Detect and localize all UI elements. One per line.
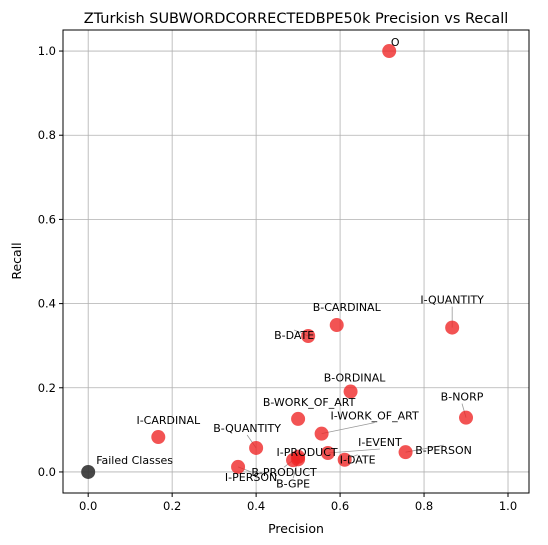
point-label: I-CARDINAL xyxy=(136,414,201,427)
point-label: I-WORK_OF_ART xyxy=(330,410,419,423)
x-tick-label: 0.8 xyxy=(415,499,433,513)
point-b-work-of-art xyxy=(291,411,306,426)
y-tick-label: 0.0 xyxy=(38,465,56,479)
point-b-norp xyxy=(459,410,474,425)
failed-classes-label: Failed Classes xyxy=(96,454,173,467)
y-axis-label: Recall xyxy=(9,242,24,279)
point-label: B-ORDINAL xyxy=(324,372,387,385)
y-tick-label: 1.0 xyxy=(38,44,56,58)
y-tick-label: 0.6 xyxy=(38,212,56,226)
x-tick-label: 0.0 xyxy=(79,499,97,513)
point-label: B-CARDINAL xyxy=(313,301,382,314)
point-b-ordinal xyxy=(343,384,358,399)
point-label: I-PERSON xyxy=(225,471,277,484)
point-o xyxy=(382,44,397,59)
point-b-gpe xyxy=(291,452,306,467)
point-b-quantity xyxy=(249,440,264,455)
label-layer: O B-CARDINAL I-QUANTITY B-DATE B-ORDINAL B-NO… xyxy=(96,36,484,490)
grid-layer xyxy=(63,30,529,493)
point-i-quantity xyxy=(445,320,460,335)
point-label: I-QUANTITY xyxy=(420,294,484,307)
point-label: O xyxy=(391,36,400,49)
point-failed-classes xyxy=(81,464,96,479)
point-label: I-PRODUCT xyxy=(277,446,338,459)
point-i-work-of-art xyxy=(314,426,329,441)
chart-title: ZTurkish SUBWORDCORRECTEDBPE50k Precisio… xyxy=(84,11,509,27)
y-tick-label: 0.2 xyxy=(38,381,56,395)
y-tick-label: 0.8 xyxy=(38,128,56,142)
point-label: B-GPE xyxy=(276,477,310,490)
x-axis-label: Precision xyxy=(268,521,324,536)
point-b-person xyxy=(398,445,413,460)
tick-layer: 0.0 0.2 0.4 0.6 0.8 1.0 0.0 0.2 0.4 0.6 0.8 1.0 xyxy=(38,44,517,513)
point-i-person xyxy=(231,459,246,474)
plot-frame xyxy=(62,29,530,494)
label-leader xyxy=(327,448,380,454)
y-tick-label: 0.4 xyxy=(38,297,56,311)
point-label: B-DATE xyxy=(274,329,314,342)
x-tick-label: 0.2 xyxy=(163,499,181,513)
point-label: B-PERSON xyxy=(415,444,472,457)
point-label: B-WORK_OF_ART xyxy=(263,396,356,409)
point-label: I-DATE xyxy=(340,454,376,467)
x-tick-label: 0.6 xyxy=(331,499,349,513)
label-leader xyxy=(321,422,375,435)
point-i-cardinal xyxy=(151,430,166,445)
point-i-event xyxy=(320,446,335,461)
point-b-cardinal xyxy=(329,318,344,333)
point-label: B-QUANTITY xyxy=(213,422,281,435)
point-layer xyxy=(81,44,474,479)
x-tick-label: 0.4 xyxy=(247,499,265,513)
point-b-date xyxy=(301,329,316,344)
x-tick-label: 1.0 xyxy=(499,499,517,513)
point-i-date xyxy=(337,452,352,467)
point-label: I-EVENT xyxy=(358,436,402,449)
point-label: B-PRODUCT xyxy=(251,466,317,479)
point-label: B-NORP xyxy=(441,391,484,404)
